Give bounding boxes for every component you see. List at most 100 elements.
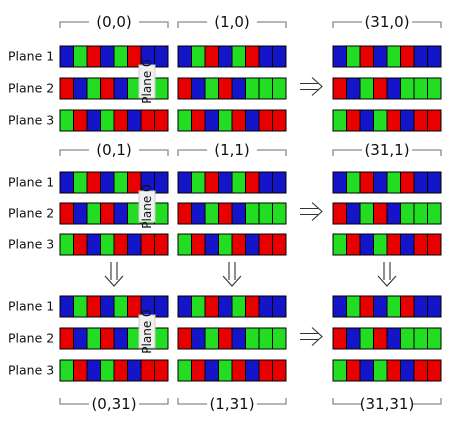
- plane-cell-blue: [346, 202, 361, 225]
- plane-cell-red: [113, 359, 128, 382]
- plane-cell-red: [373, 202, 388, 225]
- plane-cell-blue: [400, 359, 415, 382]
- plane-cell-blue: [73, 202, 88, 225]
- plane-cell-red: [413, 359, 428, 382]
- plane-label: Plane 3: [8, 113, 54, 128]
- plane-label: Plane 1: [8, 299, 54, 314]
- coord-label-backing: [362, 395, 412, 413]
- plane-cell-blue: [177, 295, 192, 318]
- plane-cell-blue: [245, 109, 260, 132]
- plane-cell-green: [258, 202, 273, 225]
- coord-label-backing: [362, 13, 412, 31]
- plane-cell-blue: [191, 77, 206, 100]
- plane-cell-green: [332, 233, 347, 256]
- plane-cell-red: [73, 359, 88, 382]
- plane-cell-blue: [332, 295, 347, 318]
- plane-cell-green: [177, 359, 192, 382]
- plane-cell-green: [231, 45, 246, 68]
- plane-cell-red: [218, 77, 233, 100]
- block-coordinate-label: (0,1): [96, 141, 132, 159]
- plane-cell-red: [332, 327, 347, 350]
- block-coordinate-label: (0,31): [91, 395, 136, 413]
- block-coordinate-label: (0,0): [96, 13, 132, 31]
- plane-cell-green: [258, 327, 273, 350]
- plane-cell-red: [177, 327, 192, 350]
- coord-label-backing: [207, 141, 257, 159]
- plane-cell-blue: [218, 295, 233, 318]
- plane-cell-red: [140, 109, 155, 132]
- plane-cell-red: [73, 233, 88, 256]
- plane-label: Plane 1: [8, 175, 54, 190]
- plane-cell-red: [127, 295, 142, 318]
- plane-cell-red: [258, 359, 273, 382]
- plane-cell-blue: [386, 202, 401, 225]
- down-arrow-icon: [377, 262, 397, 287]
- plane-cell-green: [100, 109, 115, 132]
- plane-cell-red: [59, 77, 74, 100]
- plane-cell-green: [73, 171, 88, 194]
- plane-cell-green: [73, 45, 88, 68]
- plane-cell-red: [413, 109, 428, 132]
- plane-cell-blue: [359, 109, 374, 132]
- plane-cell-red: [177, 202, 192, 225]
- right-arrow-icon: [300, 327, 323, 346]
- plane-cell-blue: [86, 233, 101, 256]
- plane-cell-red: [191, 233, 206, 256]
- plane-cell-green: [100, 233, 115, 256]
- plane-cell-green: [154, 327, 169, 350]
- coord-label-backing: [207, 395, 257, 413]
- plane-cell-red: [332, 202, 347, 225]
- plane-cell-green: [177, 109, 192, 132]
- plane-cell-blue: [231, 327, 246, 350]
- plane-cell-blue: [413, 295, 428, 318]
- plane-cell-blue: [258, 295, 273, 318]
- arrows-layer: [104, 77, 397, 346]
- plane-cell-red: [272, 233, 287, 256]
- plane0-layer: Plane 0 Plane 0 Plane 0: [138, 59, 156, 354]
- plane-cell-green: [204, 77, 219, 100]
- plane-cell-blue: [127, 109, 142, 132]
- plane-cell-green: [231, 171, 246, 194]
- plane-cell-blue: [218, 45, 233, 68]
- plane-cell-green: [245, 77, 260, 100]
- plane-cell-green: [86, 77, 101, 100]
- plane-cell-green: [373, 109, 388, 132]
- right-arrow-icon: [300, 202, 323, 221]
- plane-cell-red: [346, 359, 361, 382]
- plane-cell-green: [427, 77, 442, 100]
- plane-cell-blue: [332, 45, 347, 68]
- plane-cell-blue: [86, 359, 101, 382]
- plane-cell-green: [191, 45, 206, 68]
- plane-label: Plane 2: [8, 81, 54, 96]
- plane-cell-green: [332, 109, 347, 132]
- plane-cell-red: [73, 109, 88, 132]
- plane-cell-blue: [127, 359, 142, 382]
- blocks-layer: [59, 45, 442, 382]
- plane-cell-red: [100, 327, 115, 350]
- block-coordinate-label: (1,31): [209, 395, 254, 413]
- plane-cell-red: [100, 202, 115, 225]
- plane-cell-green: [400, 202, 415, 225]
- plane-cell-green: [359, 77, 374, 100]
- plane-cell-red: [258, 233, 273, 256]
- plane-cell-red: [359, 295, 374, 318]
- plane-cell-blue: [245, 233, 260, 256]
- plane0-tag: [138, 64, 156, 99]
- coord-label-backing: [362, 141, 412, 159]
- plane-cell-blue: [272, 45, 287, 68]
- plane-cell-red: [154, 109, 169, 132]
- plane-cell-green: [245, 202, 260, 225]
- plane-cell-blue: [100, 45, 115, 68]
- plane-cell-blue: [373, 45, 388, 68]
- plane-cell-blue: [204, 109, 219, 132]
- plane-cell-red: [86, 171, 101, 194]
- plane-cell-blue: [191, 202, 206, 225]
- plane-cell-red: [400, 45, 415, 68]
- plane-cell-green: [346, 171, 361, 194]
- plane-cell-red: [113, 233, 128, 256]
- plane-cell-red: [59, 327, 74, 350]
- labels-layer: Plane 1 Plane 2 Plane 3 Plane 1 Plane 2 Plane…: [8, 49, 54, 378]
- plane-cell-red: [346, 233, 361, 256]
- plane-cell-blue: [86, 109, 101, 132]
- plane-cell-red: [127, 171, 142, 194]
